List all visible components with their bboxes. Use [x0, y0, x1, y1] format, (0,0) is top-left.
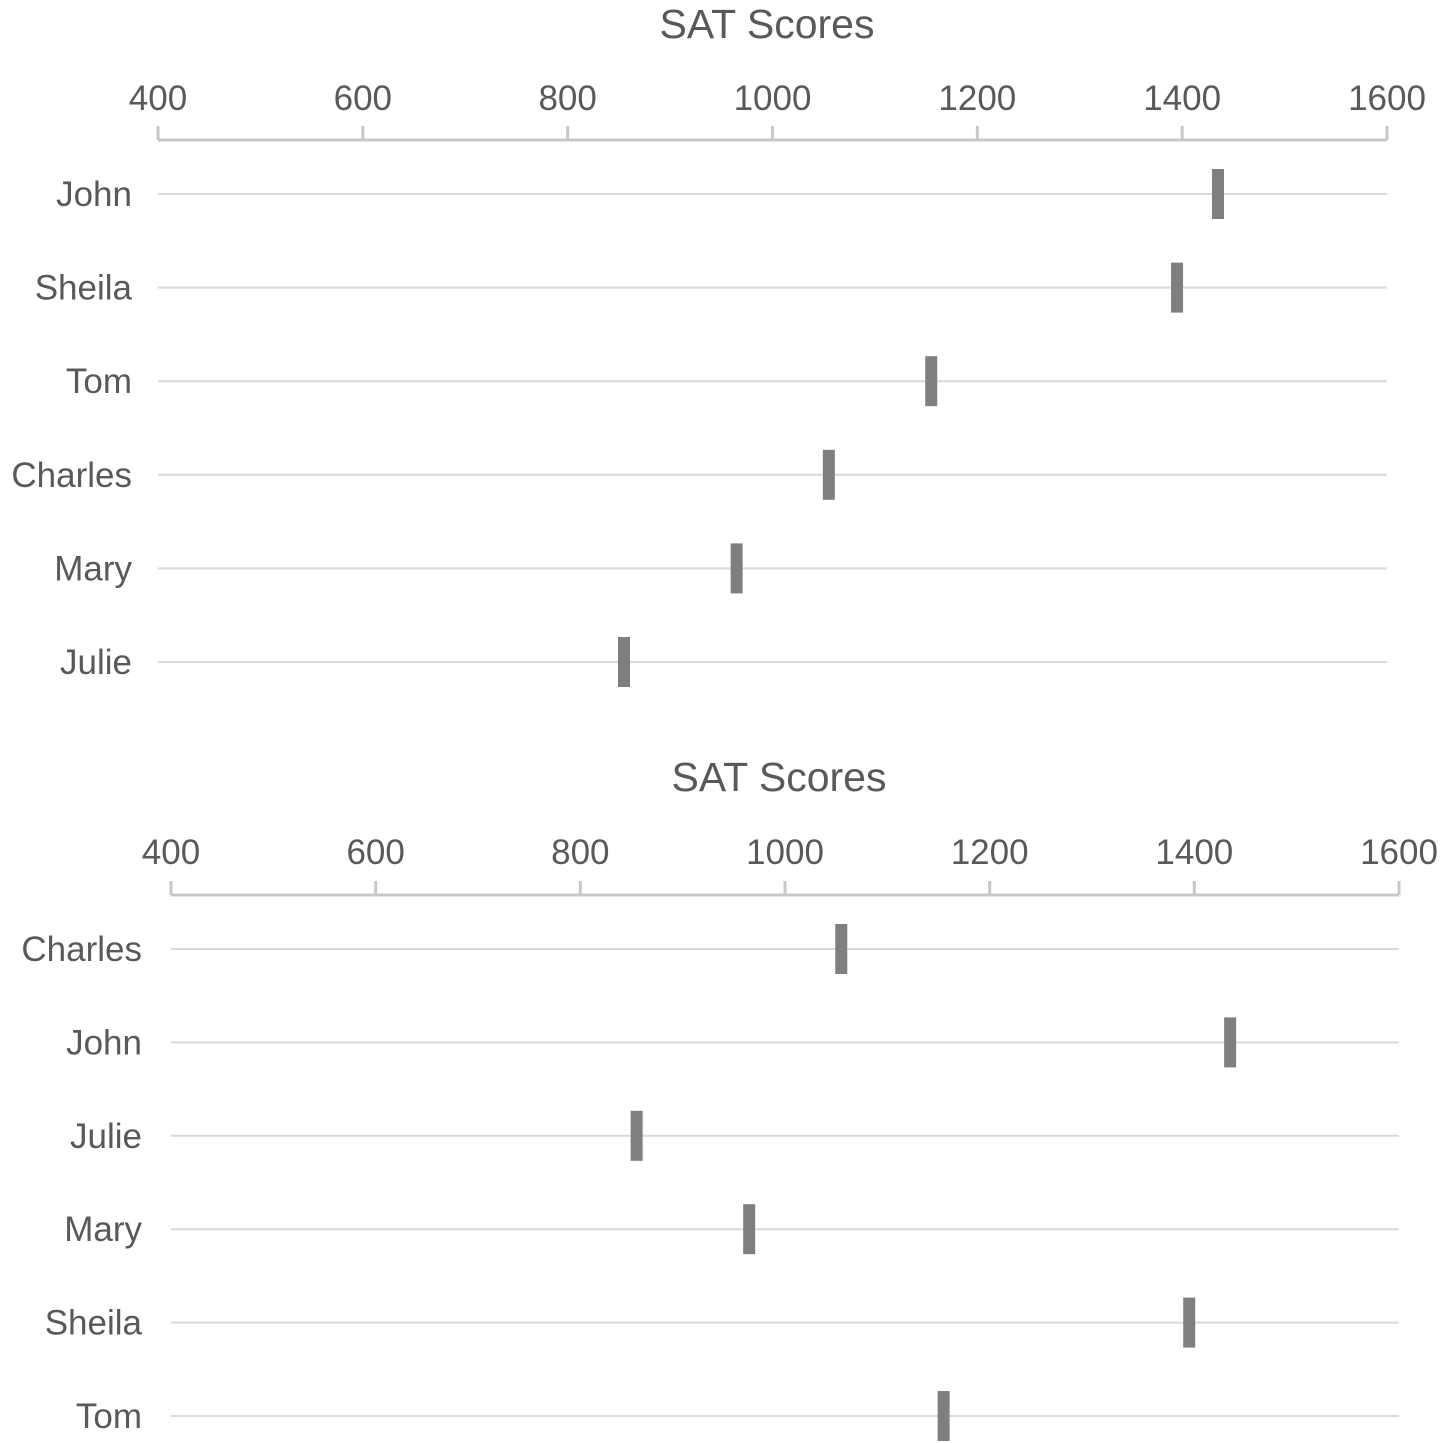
- chart-title: SAT Scores: [660, 1, 875, 47]
- chart-title: SAT Scores: [672, 754, 887, 800]
- category-label: Tom: [66, 362, 132, 401]
- chart-bottom: SAT Scores 400 600 800 1000 1200 1400 1600 Char…: [0, 721, 1442, 1442]
- data-marker: [1183, 1297, 1196, 1348]
- x-tick-label: 600: [334, 79, 392, 118]
- x-tick-label: 1000: [734, 79, 812, 118]
- category-label: John: [66, 1023, 142, 1062]
- x-tick-label: 1600: [1348, 79, 1426, 118]
- category-label: Julie: [60, 643, 132, 682]
- category-label: Sheila: [35, 269, 133, 308]
- category-label: Mary: [54, 549, 132, 588]
- x-tick-label: 1400: [1155, 833, 1233, 872]
- data-marker: [835, 924, 848, 974]
- data-marker: [1224, 1017, 1237, 1068]
- x-tick-label: 1000: [746, 833, 824, 872]
- category-label: Charles: [11, 456, 132, 495]
- x-tick-label: 800: [538, 79, 596, 118]
- data-marker: [617, 637, 630, 687]
- x-tick-label: 1600: [1360, 833, 1438, 872]
- x-tick-label: 1200: [951, 833, 1029, 872]
- data-marker: [630, 1110, 643, 1161]
- data-marker: [937, 1391, 950, 1441]
- chart-top: SAT Scores 400 600 800 1000 1200 1400 1600 John…: [0, 0, 1442, 721]
- data-marker: [925, 356, 938, 407]
- data-marker: [730, 543, 743, 594]
- x-tick-label: 600: [346, 833, 404, 872]
- x-tick-label: 1200: [938, 79, 1016, 118]
- data-marker: [743, 1204, 756, 1255]
- category-label: John: [56, 175, 132, 214]
- x-tick-label: 400: [129, 79, 187, 118]
- category-label: Charles: [21, 930, 142, 969]
- x-tick-label: 800: [551, 833, 609, 872]
- category-label: Sheila: [45, 1304, 143, 1343]
- x-tick-label: 400: [142, 833, 200, 872]
- x-tick-label: 1400: [1143, 79, 1221, 118]
- category-label: Tom: [76, 1397, 142, 1436]
- category-label: Mary: [64, 1210, 142, 1249]
- chart-top-svg: SAT Scores 400 600 800 1000 1200 1400 1600 John…: [11, 1, 1426, 687]
- data-marker: [1171, 262, 1184, 313]
- data-marker: [822, 449, 835, 500]
- chart-bottom-svg: SAT Scores 400 600 800 1000 1200 1400 1600 Char…: [21, 754, 1438, 1441]
- category-label: Julie: [70, 1117, 142, 1156]
- data-marker: [1212, 169, 1225, 219]
